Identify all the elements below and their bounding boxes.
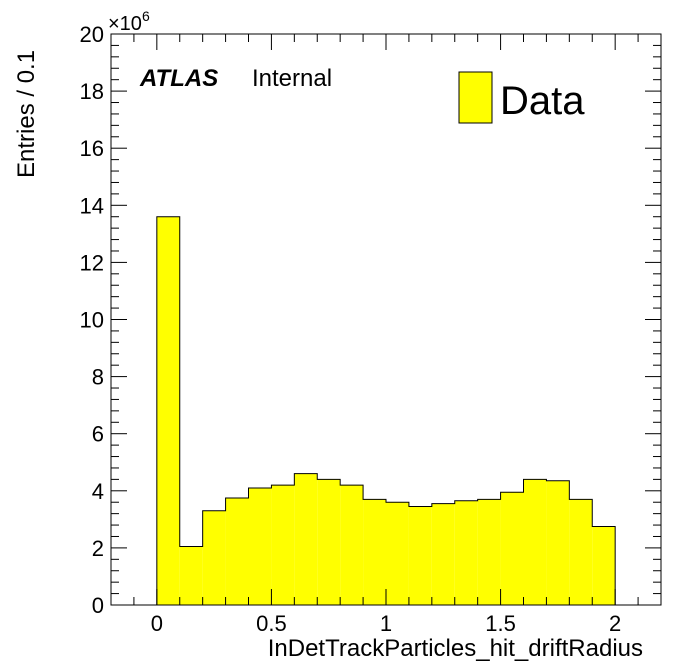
y-axis-title: Entries / 0.1 [13, 50, 40, 178]
internal-label: Internal [252, 65, 332, 92]
y-axis-ticks [111, 33, 661, 606]
histogram-bar [386, 502, 409, 605]
y-axis-multiplier: ×106 [108, 8, 150, 35]
histogram-bar [271, 485, 295, 605]
histogram-bar [431, 503, 455, 605]
x-tick-label: 0.5 [256, 611, 287, 636]
histogram-bar [454, 500, 478, 605]
histogram-outline [156, 216, 616, 605]
histogram-bar [500, 492, 524, 605]
y-axis-multiplier-exponent: 6 [142, 8, 150, 24]
histogram-bar [294, 473, 318, 605]
y-tick-label: 4 [92, 479, 104, 504]
x-axis-ticks [110, 34, 662, 605]
legend-label-data: Data [500, 79, 585, 123]
histogram-bar [156, 216, 180, 605]
histogram-bar [523, 479, 547, 605]
histogram-bar [408, 506, 432, 605]
y-axis-tick-labels: 0 2 4 6 8 10 12 14 16 18 20 [80, 22, 104, 618]
histogram-bars [156, 216, 616, 605]
histogram-bar [363, 499, 386, 605]
x-tick-label: 1 [380, 611, 392, 636]
y-tick-label: 2 [92, 536, 104, 561]
histogram-bar [202, 510, 226, 605]
y-tick-label: 10 [80, 308, 104, 333]
histogram-bar [225, 497, 249, 605]
x-axis-title: InDetTrackParticles_hit_driftRadius [268, 635, 643, 662]
y-tick-label: 8 [92, 365, 104, 390]
y-tick-label: 18 [80, 79, 104, 104]
histogram-bar [248, 487, 272, 605]
y-tick-label: 12 [80, 250, 104, 275]
y-tick-label: 20 [80, 22, 104, 47]
y-tick-label: 16 [80, 136, 104, 161]
x-tick-label: 0 [151, 611, 163, 636]
x-tick-label: 2 [609, 611, 621, 636]
histogram-bar [317, 479, 341, 605]
x-tick-label: 1.5 [485, 611, 516, 636]
y-tick-label: 14 [80, 193, 104, 218]
histogram-bar [179, 546, 203, 605]
y-tick-label: 0 [92, 593, 104, 618]
histogram-bar [546, 480, 570, 605]
atlas-label: ATLAS [139, 65, 218, 92]
x-axis-tick-labels: 0 0.5 1 1.5 2 [151, 611, 622, 636]
y-tick-label: 6 [92, 422, 104, 447]
histogram-bar [340, 485, 364, 605]
histogram-bar [592, 526, 616, 605]
legend-swatch-data [458, 71, 493, 124]
histogram-bar [569, 499, 593, 605]
histogram-bar [477, 499, 501, 605]
